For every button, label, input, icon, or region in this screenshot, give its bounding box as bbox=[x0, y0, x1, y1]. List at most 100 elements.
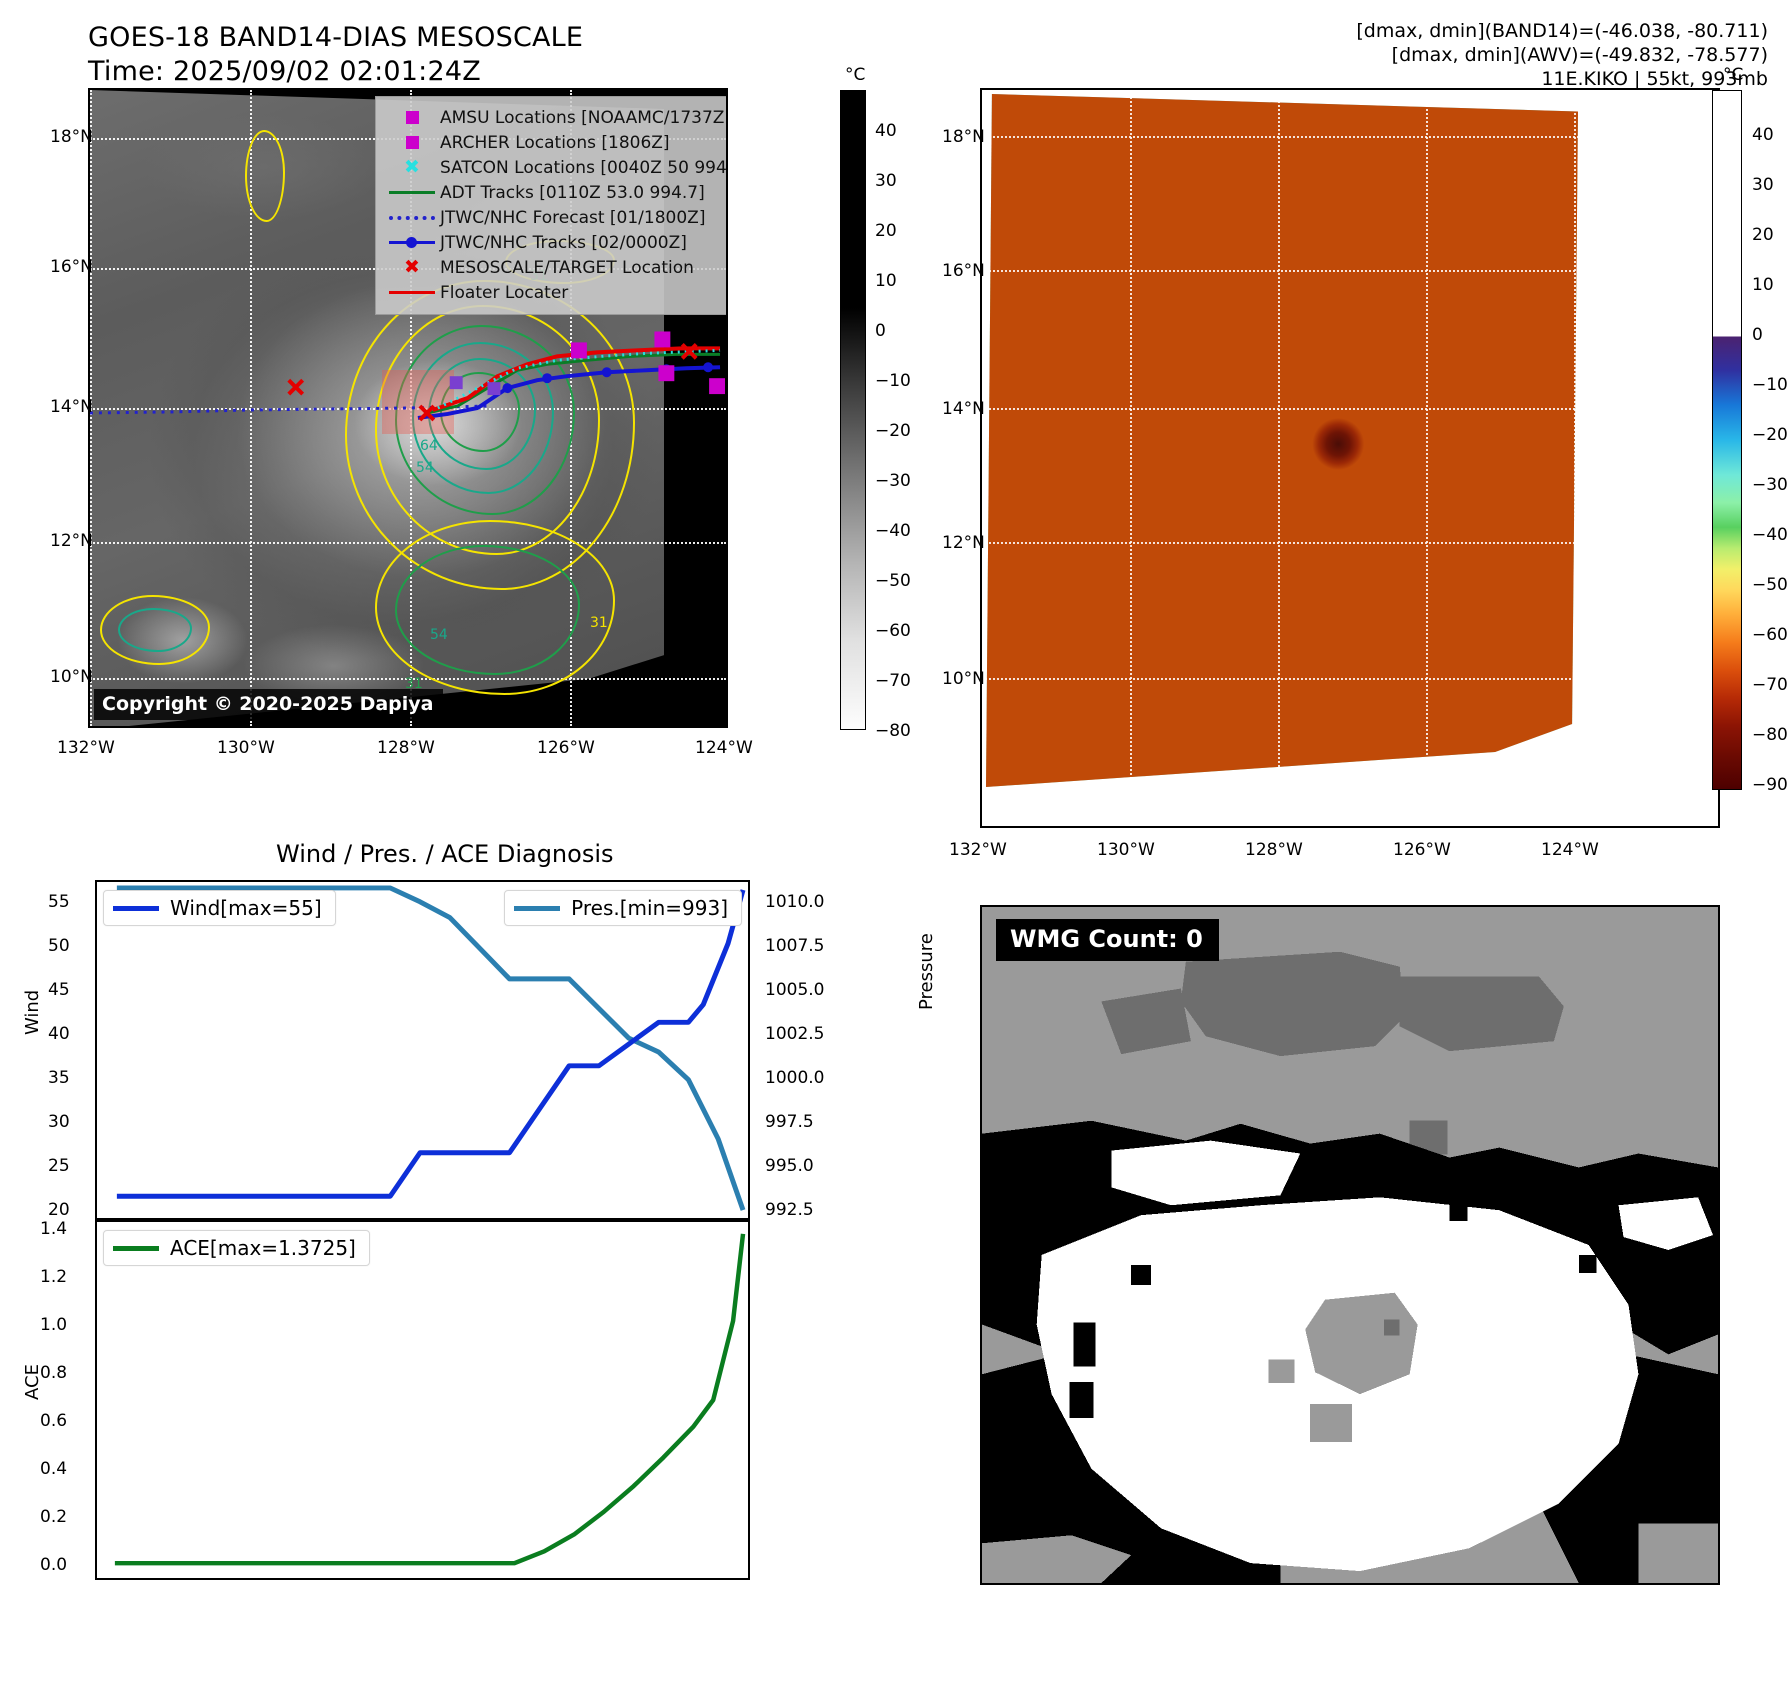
cbtick: −40 bbox=[875, 521, 911, 541]
cbtick: 10 bbox=[875, 271, 897, 291]
ytick: 45 bbox=[48, 980, 70, 1000]
pressure-legend[interactable]: Pres.[min=993] bbox=[504, 890, 742, 926]
wind-legend[interactable]: Wind[max=55] bbox=[103, 890, 336, 926]
contour-green-inner bbox=[440, 372, 520, 452]
dmax-awv-label: [dmax, dmin](AWV)=(-49.832, -78.577) bbox=[1391, 44, 1768, 66]
ytick-14n-p2: 14°N bbox=[942, 399, 985, 419]
gridline-132w-p2 bbox=[982, 90, 984, 826]
storm-summary-label: 11E.KIKO | 55kt, 993mb bbox=[1541, 68, 1768, 90]
adt-track bbox=[427, 352, 721, 415]
gridline-18n-p2 bbox=[982, 136, 1718, 138]
wmg-raster bbox=[982, 907, 1718, 1583]
wind-pressure-chart[interactable]: Wind[max=55] Pres.[min=993] bbox=[95, 880, 750, 1220]
amsu-archer-markers bbox=[449, 331, 726, 396]
ytick-r: 1007.5 bbox=[765, 936, 825, 956]
gridline-130w-p2 bbox=[1130, 90, 1132, 826]
contour-label-31-s: 31 bbox=[405, 676, 423, 692]
track-overlay bbox=[90, 331, 726, 422]
ytick: 40 bbox=[48, 1024, 70, 1044]
map-legend[interactable]: AMSU Locations [NOAAMC/1737Z 32 1006] AR… bbox=[375, 96, 728, 315]
gridline-128w-p2 bbox=[1278, 90, 1280, 826]
ytick: 20 bbox=[48, 1200, 70, 1220]
wind-pres-ace-title: Wind / Pres. / ACE Diagnosis bbox=[276, 840, 614, 868]
cbtick: 0 bbox=[1752, 325, 1763, 345]
xtick-126w-p2: 126°W bbox=[1393, 840, 1451, 860]
x-marker-icon: ✖ bbox=[404, 256, 420, 278]
cbtick: −80 bbox=[875, 721, 911, 741]
legend-item-adt: ADT Tracks [0110Z 53.0 994.7] bbox=[384, 180, 726, 205]
cbtick: −70 bbox=[1752, 675, 1788, 695]
ace-chart[interactable]: ACE[max=1.3725] bbox=[95, 1220, 750, 1580]
cbtick: 10 bbox=[1752, 275, 1774, 295]
ytick: 30 bbox=[48, 1112, 70, 1132]
pressure-line-icon bbox=[514, 905, 561, 911]
contour-label-54-s: 54 bbox=[430, 627, 448, 643]
ytick-r: 1000.0 bbox=[765, 1068, 825, 1088]
gridline-126w-p2 bbox=[1426, 90, 1428, 826]
ytick-10n-p1: 10°N bbox=[50, 667, 93, 687]
cbtick: −10 bbox=[875, 371, 911, 391]
gridline-14n-p2 bbox=[982, 408, 1718, 410]
gridline-16n-p2 bbox=[982, 270, 1718, 272]
legend-label: JTWC/NHC Tracks [02/0000Z] bbox=[440, 232, 687, 253]
colorbar-unit-p1: °C bbox=[845, 65, 866, 85]
contour-green-outer bbox=[395, 325, 575, 515]
copyright-label: Copyright © 2020-2025 Dapiya bbox=[94, 689, 444, 720]
contour-teal-sw bbox=[118, 608, 192, 652]
cbtick: −30 bbox=[1752, 475, 1788, 495]
square-icon bbox=[384, 136, 440, 149]
contour-label-64-core: 64 bbox=[420, 438, 438, 454]
wmg-classification-panel[interactable]: WMG Count: 0 bbox=[980, 905, 1720, 1585]
ytick-14n-p1: 14°N bbox=[50, 397, 93, 417]
mesoscale-target-markers bbox=[287, 342, 698, 422]
legend-item-jtwc-forecast: JTWC/NHC Forecast [01/1800Z] bbox=[384, 205, 726, 230]
wind-series bbox=[116, 889, 746, 1199]
colorbar-grayscale[interactable] bbox=[840, 90, 866, 730]
ytick: 25 bbox=[48, 1156, 70, 1176]
goes-band14-grayscale-panel[interactable]: 31 54 64 31 54 31 bbox=[88, 88, 728, 728]
colorbar-ir-enhanced[interactable] bbox=[1712, 90, 1742, 790]
cbtick: −20 bbox=[875, 421, 911, 441]
pressure-axis-label: Pressure bbox=[916, 933, 937, 1010]
contour-yellow-sw bbox=[100, 595, 210, 665]
ytick: 1.0 bbox=[40, 1315, 68, 1335]
legend-label: MESOSCALE/TARGET Location bbox=[440, 257, 694, 278]
cbtick: −70 bbox=[875, 671, 911, 691]
ytick-r: 995.0 bbox=[765, 1156, 814, 1176]
cbtick: −40 bbox=[1752, 525, 1788, 545]
ytick-12n-p2: 12°N bbox=[942, 533, 985, 553]
pressure-series bbox=[116, 885, 746, 1211]
ytick: 0.2 bbox=[40, 1507, 68, 1527]
ytick-10n-p2: 10°N bbox=[942, 669, 985, 689]
dotted-line-icon bbox=[384, 215, 440, 220]
awv-ir-color-panel[interactable] bbox=[980, 88, 1720, 828]
ytick-16n-p2: 16°N bbox=[942, 261, 985, 281]
legend-label: SATCON Locations [0040Z 50 994] bbox=[440, 157, 728, 178]
ytick: 0.4 bbox=[40, 1459, 68, 1479]
legend-item-amsu: AMSU Locations [NOAAMC/1737Z 32 1006] bbox=[384, 105, 726, 130]
ytick: 50 bbox=[48, 936, 70, 956]
pressure-legend-label: Pres.[min=993] bbox=[571, 896, 728, 920]
cbtick: −30 bbox=[875, 471, 911, 491]
ytick-r: 1010.0 bbox=[765, 892, 825, 912]
cbtick: 30 bbox=[875, 171, 897, 191]
line-icon bbox=[384, 291, 440, 294]
gridline-10n-p2 bbox=[982, 678, 1718, 680]
timestamp-label: Time: 2025/09/02 02:01:24Z bbox=[88, 56, 481, 87]
ytick-r: 1005.0 bbox=[765, 980, 825, 1000]
wind-axis-label: Wind bbox=[22, 989, 43, 1035]
cbtick: −10 bbox=[1752, 375, 1788, 395]
jtwc-nhc-track bbox=[417, 365, 721, 420]
ytick: 0.6 bbox=[40, 1411, 68, 1431]
ytick: 0.0 bbox=[40, 1555, 68, 1575]
gridline-12n-p2 bbox=[982, 542, 1718, 544]
gridline-124w-p2 bbox=[1574, 90, 1576, 826]
contour-label-31-se: 31 bbox=[590, 615, 608, 631]
dmax-band14-label: [dmax, dmin](BAND14)=(-46.038, -80.711) bbox=[1356, 20, 1768, 42]
ace-legend-label: ACE[max=1.3725] bbox=[170, 1236, 356, 1260]
xtick-126w-p1: 126°W bbox=[537, 738, 595, 758]
ace-legend[interactable]: ACE[max=1.3725] bbox=[103, 1230, 370, 1266]
cbtick: 0 bbox=[875, 321, 886, 341]
xtick-128w-p2: 128°W bbox=[1245, 840, 1303, 860]
